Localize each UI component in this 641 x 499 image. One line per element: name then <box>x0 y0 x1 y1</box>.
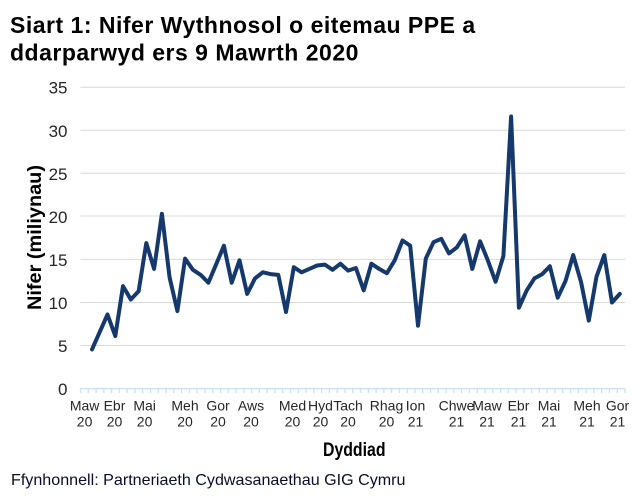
svg-text:Aws: Aws <box>238 398 264 414</box>
svg-text:Med: Med <box>279 398 306 414</box>
svg-text:Hyd: Hyd <box>308 398 333 414</box>
svg-text:25: 25 <box>49 165 68 184</box>
svg-text:Maw: Maw <box>472 398 502 414</box>
svg-text:Dyddiad: Dyddiad <box>323 440 386 461</box>
svg-text:21: 21 <box>541 413 557 429</box>
svg-text:20: 20 <box>77 413 93 429</box>
svg-text:21: 21 <box>579 413 595 429</box>
svg-text:5: 5 <box>58 337 67 356</box>
svg-text:20: 20 <box>379 413 395 429</box>
svg-text:Gor: Gor <box>206 398 230 414</box>
svg-text:21: 21 <box>408 413 424 429</box>
svg-text:Chwe: Chwe <box>439 398 475 414</box>
svg-text:Ion: Ion <box>406 398 425 414</box>
svg-text:Meh: Meh <box>171 398 198 414</box>
svg-text:0: 0 <box>58 380 67 399</box>
svg-text:ddarparwyd ers 9 Mawrth 2020: ddarparwyd ers 9 Mawrth 2020 <box>10 40 359 66</box>
svg-text:Ffynhonnell: Partneriaeth Cydw: Ffynhonnell: Partneriaeth Cydwasanaethau… <box>11 471 406 489</box>
svg-text:Gor: Gor <box>606 398 630 414</box>
svg-text:Ebr: Ebr <box>104 398 126 414</box>
svg-text:21: 21 <box>511 413 527 429</box>
svg-text:35: 35 <box>49 79 68 98</box>
svg-text:20: 20 <box>210 413 226 429</box>
svg-text:15: 15 <box>49 251 68 270</box>
svg-text:20: 20 <box>340 413 356 429</box>
svg-text:21: 21 <box>479 413 495 429</box>
svg-text:20: 20 <box>285 413 301 429</box>
svg-text:20: 20 <box>243 413 259 429</box>
svg-text:Tach: Tach <box>333 398 363 414</box>
svg-text:20: 20 <box>107 413 123 429</box>
svg-text:20: 20 <box>313 413 329 429</box>
svg-text:20: 20 <box>177 413 193 429</box>
svg-text:21: 21 <box>610 413 626 429</box>
svg-text:20: 20 <box>137 413 153 429</box>
svg-text:Mai: Mai <box>538 398 561 414</box>
svg-text:21: 21 <box>449 413 465 429</box>
svg-text:10: 10 <box>49 294 68 313</box>
svg-text:Ebr: Ebr <box>508 398 530 414</box>
svg-text:Meh: Meh <box>573 398 600 414</box>
svg-text:Siart 1: Nifer Wythnosol o eit: Siart 1: Nifer Wythnosol o eitemau PPE a <box>10 12 476 38</box>
svg-text:20: 20 <box>49 208 68 227</box>
svg-text:30: 30 <box>49 122 68 141</box>
svg-text:Rhag: Rhag <box>370 398 403 414</box>
svg-text:Nifer (miliynau): Nifer (miliynau) <box>25 165 46 310</box>
svg-text:Mai: Mai <box>133 398 156 414</box>
svg-text:Maw: Maw <box>70 398 100 414</box>
